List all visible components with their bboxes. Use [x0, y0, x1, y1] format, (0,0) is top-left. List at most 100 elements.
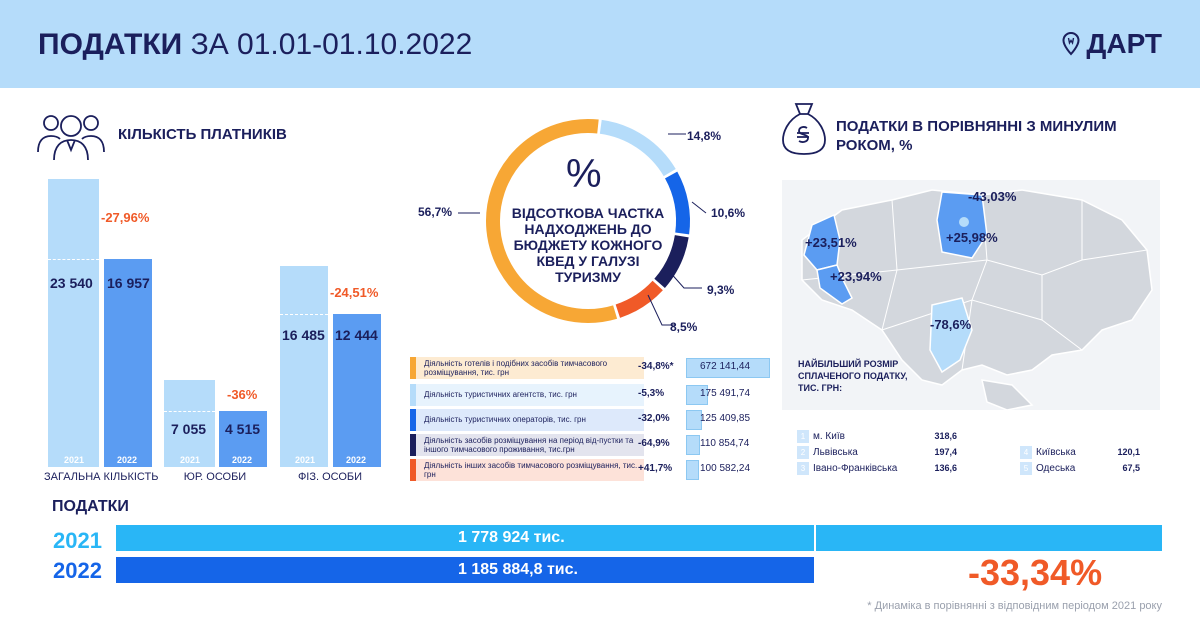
bar-legal-2021 — [164, 380, 215, 467]
ukraine-map — [782, 180, 1160, 410]
rank-row: 5 Одеська 67,5 — [1020, 462, 1145, 476]
title-period: ЗА 01.01-01.10.2022 — [190, 28, 473, 61]
value-individual-2022: 12 444 — [335, 327, 378, 343]
legend-bg — [416, 409, 644, 431]
legend-bg — [416, 434, 644, 456]
tax-year-2021: 2021 — [53, 528, 102, 553]
rank-number: 4 — [1020, 446, 1032, 459]
legend-bg — [416, 459, 644, 481]
tax-year-2022: 2022 — [53, 558, 102, 583]
legend-pct: -34,8%* — [638, 361, 674, 372]
donut-slice-other — [615, 280, 663, 318]
taxes-title: ПОДАТКИ — [52, 498, 129, 515]
donut-slice-operators — [664, 171, 690, 235]
bar-divider — [280, 314, 328, 315]
legend-row: Діяльність засобів розміщування на періо… — [410, 434, 770, 456]
rank-number: 5 — [1020, 462, 1032, 475]
donut-label-vacation: 9,3% — [707, 283, 735, 297]
value-individual-2021: 16 485 — [282, 327, 325, 343]
legend-desc: Діяльність готелів і подібних засобів ти… — [424, 359, 608, 377]
category-label: ЗАГАЛЬНА КІЛЬКІСТЬ — [44, 471, 159, 483]
rank-row: 2 Львівська 197,4 — [797, 446, 962, 460]
legend-desc: Діяльність туристичних агентств, тис. гр… — [424, 390, 577, 399]
tax-value-2022: 1 185 884,8 тис. — [458, 561, 578, 578]
legend-value-bar — [686, 435, 700, 455]
location-pin-icon — [1062, 32, 1080, 56]
donut-label-agents: 14,8% — [687, 129, 722, 143]
donut-chart — [486, 119, 690, 323]
rank-number: 2 — [797, 446, 809, 459]
legend-desc: Діяльність інших засобів тимчасового роз… — [424, 461, 638, 479]
legend-pct: -32,0% — [638, 413, 670, 424]
year-label: 2021 — [295, 455, 316, 465]
legend-value-bar — [686, 358, 770, 378]
legend-value: 175 491,74 — [700, 388, 751, 399]
change-legal: -36% — [227, 387, 258, 402]
value-total-2021: 23 540 — [50, 275, 93, 291]
people-icon — [37, 115, 105, 161]
donut-slice-hotels — [486, 119, 618, 323]
percent-icon: % — [566, 152, 602, 196]
legend-value: 672 141,44 — [700, 361, 751, 372]
bar-divider — [164, 411, 215, 412]
map-label-odesa: -78,6% — [930, 317, 972, 332]
year-label: 2022 — [117, 455, 138, 465]
rank-number: 3 — [797, 462, 809, 475]
rank-number: 1 — [797, 430, 809, 443]
legend-bg — [416, 357, 644, 379]
legend-desc: Діяльність засобів розміщування на періо… — [424, 436, 634, 454]
tax-bar-divider — [814, 525, 816, 551]
footnote: * Динаміка в порівнянні з відповідним пе… — [867, 600, 1162, 612]
legend-row: Діяльність інших засобів тимчасового роз… — [410, 459, 770, 481]
category-label: ЮР. ОСОБИ — [183, 471, 247, 483]
year-label: 2022 — [232, 455, 253, 465]
rank-value: 318,6 — [934, 431, 957, 441]
rank-region: м. Київ — [813, 431, 845, 442]
donut-label-other: 8,5% — [670, 320, 698, 334]
payers-title: КІЛЬКІСТЬ ПЛАТНИКІВ — [118, 126, 287, 143]
legend-value: 125 409,85 — [700, 413, 751, 424]
tax-bar-2021 — [116, 525, 1162, 551]
logo: ДАРТ — [1062, 28, 1162, 60]
legend-swatch — [410, 357, 416, 379]
legend-swatch — [410, 409, 416, 431]
rank-region: Київська — [1036, 447, 1076, 458]
legend-row: Діяльність готелів і подібних засобів ти… — [410, 357, 770, 379]
rank-value: 197,4 — [934, 447, 957, 457]
logo-text: ДАРТ — [1086, 28, 1162, 59]
year-label: 2021 — [64, 455, 85, 465]
legend-value: 110 854,74 — [700, 438, 750, 449]
change-individual: -24,51% — [330, 285, 379, 300]
map-label-ivano-frankivsk: +23,94% — [830, 269, 882, 284]
donut-leader-lines — [458, 133, 707, 326]
legend-pct: -64,9% — [638, 438, 670, 449]
comparison-title: ПОДАТКИ В ПОРІВНЯННІ З МИНУЛИМ РОКОМ, % — [836, 118, 1117, 154]
rank-row: 4 Київська 120,1 — [1020, 446, 1145, 460]
bar-divider — [48, 259, 99, 260]
category-label: ФІЗ. ОСОБИ — [297, 471, 363, 483]
bar-individual-2021 — [280, 266, 328, 467]
rank-row: 3 Івано-Франківська 136,6 — [797, 462, 962, 476]
tax-value-2021: 1 778 924 тис. — [458, 529, 565, 546]
donut-center-text: ВІДСОТКОВА ЧАСТКА НАДХОДЖЕНЬ ДО БЮДЖЕТУ … — [511, 205, 665, 285]
legend-bg — [416, 384, 644, 406]
map-label-lviv: +23,51% — [805, 235, 857, 250]
year-label: 2022 — [346, 455, 367, 465]
donut-label-operators: 10,6% — [711, 206, 746, 220]
rank-region: Івано-Франківська — [813, 463, 898, 474]
legend-value-bar — [686, 410, 702, 430]
rank-region: Львівська — [813, 447, 858, 458]
rank-row: 1 м. Київ 318,6 — [797, 430, 962, 444]
map-label-kyiv-region: +25,98% — [946, 230, 998, 245]
legend-pct: -5,3% — [638, 388, 665, 399]
legend-swatch — [410, 384, 416, 406]
largest-title: НАЙБІЛЬШИЙ РОЗМІР СПЛАЧЕНОГО ПОДАТКУ, ТИ… — [798, 359, 908, 393]
title-bold: ПОДАТКИ — [38, 28, 183, 61]
value-legal-2021: 7 055 — [171, 421, 207, 437]
map-label-kyiv-city: -43,03% — [968, 189, 1017, 204]
legend-row: Діяльність туристичних операторів, тис. … — [410, 409, 770, 431]
legend-value-bar — [686, 385, 708, 405]
change-total: -27,96% — [101, 210, 150, 225]
money-bag-icon — [782, 103, 826, 155]
legend-pct: +41,7% — [638, 463, 673, 474]
